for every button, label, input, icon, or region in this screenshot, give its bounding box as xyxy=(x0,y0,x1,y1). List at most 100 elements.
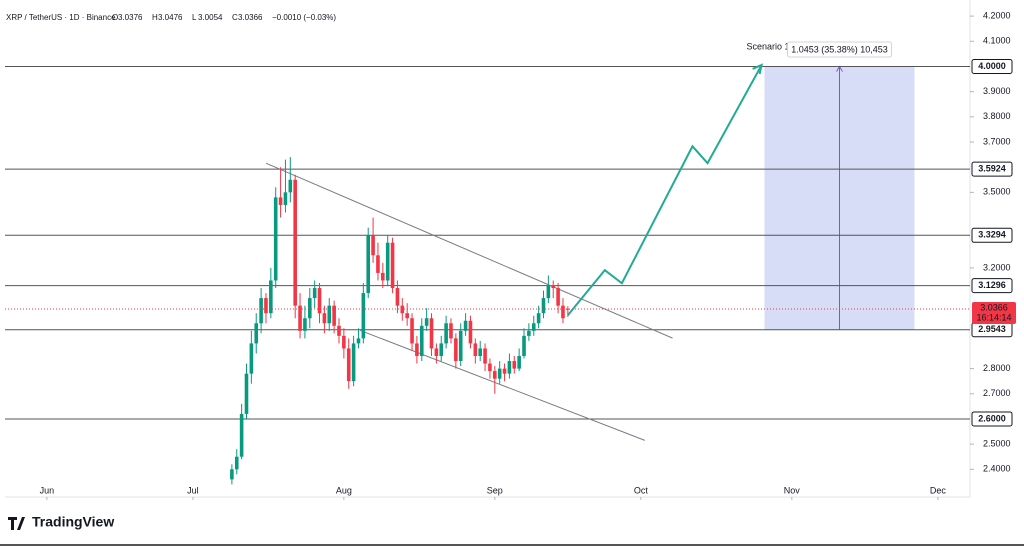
level-label-box xyxy=(971,58,1013,74)
candle-body xyxy=(361,293,366,339)
ohlc-key: L xyxy=(192,13,197,22)
x-tick-label: Jul xyxy=(187,485,199,495)
ohlc-value: 3.0476 xyxy=(158,13,183,22)
candle-body xyxy=(493,371,497,379)
y-tick-label: 2.7000 xyxy=(983,388,1011,398)
x-tick-label: Jun xyxy=(40,485,55,495)
candle-body xyxy=(546,285,551,299)
candle-body xyxy=(273,197,278,281)
candle-body xyxy=(400,305,405,314)
header: XRP / TetherUS · 1D · Binance O 3.0376 H 3.… xyxy=(6,13,336,22)
level-label: 2.9543 xyxy=(978,324,1006,334)
candle-body xyxy=(561,305,565,319)
ohlc-value: 3.0054 xyxy=(198,13,223,22)
candle-body xyxy=(473,343,478,357)
ohlc-value: 3.0366 xyxy=(238,13,263,22)
candle-body xyxy=(342,335,346,349)
y-tick-label: 4.2000 xyxy=(983,10,1011,20)
candle-body xyxy=(322,313,327,324)
target-label-box xyxy=(787,41,893,58)
level-label-box xyxy=(971,278,1013,294)
candle-body xyxy=(337,325,341,336)
candle-body xyxy=(332,305,336,326)
level-label: 2.6000 xyxy=(978,413,1006,423)
candle-body xyxy=(488,363,492,372)
candle-body xyxy=(444,323,448,344)
candle-body xyxy=(424,318,429,326)
candle-body xyxy=(463,320,468,331)
candle-body xyxy=(390,242,395,289)
candle-body xyxy=(298,305,302,331)
x-tick-label: Aug xyxy=(336,485,352,495)
candle-body xyxy=(278,197,283,205)
y-tick-label: 3.7000 xyxy=(983,136,1011,146)
candle-body xyxy=(366,235,371,294)
candle-body xyxy=(293,179,297,306)
candle-body xyxy=(531,323,536,331)
candle-body xyxy=(468,320,473,344)
scenario-name: Scenario 1 xyxy=(747,41,790,51)
candle-body xyxy=(288,179,293,193)
x-tick-label: Dec xyxy=(930,485,947,495)
ohlc-key: H xyxy=(152,13,158,22)
candle-body xyxy=(254,323,259,344)
candle-body xyxy=(478,348,482,357)
x-tick-label: Nov xyxy=(784,485,801,495)
y-tick-label: 3.9000 xyxy=(983,86,1011,96)
candle-body xyxy=(249,343,254,374)
candle-body xyxy=(307,298,312,319)
y-tick-label: 2.5000 xyxy=(983,439,1011,449)
candle-body xyxy=(419,325,424,357)
trendline xyxy=(265,162,673,339)
candle-body xyxy=(454,338,458,362)
candle-body xyxy=(312,288,317,299)
candle-body xyxy=(522,335,526,357)
candle-body xyxy=(527,330,531,336)
candle-body xyxy=(429,318,434,349)
brand: TradingView xyxy=(8,514,114,530)
brand-logo xyxy=(8,517,25,530)
candle-body xyxy=(483,348,487,364)
target-label: 1.0453 (35.38%) 10,453 xyxy=(791,44,888,54)
candle-body xyxy=(371,235,375,256)
y-tick-label: 3.5000 xyxy=(983,187,1011,197)
candle-body xyxy=(356,338,361,344)
candle-body xyxy=(395,288,400,306)
y-tick-label: 3.2000 xyxy=(983,262,1011,272)
candle-body xyxy=(317,288,322,314)
level-label-box xyxy=(971,411,1013,427)
candle-body xyxy=(303,318,307,331)
level-label: 3.5924 xyxy=(978,163,1006,173)
candle-body xyxy=(381,272,385,281)
x-tick-label: Sep xyxy=(487,485,503,495)
ohlc-key: C xyxy=(232,13,238,22)
trendline xyxy=(359,329,645,441)
symbol: XRP / TetherUS · 1D · Binance xyxy=(6,13,116,22)
candle-body xyxy=(264,298,268,314)
change: −0.0010 (−0.03%) xyxy=(272,13,336,22)
last-price-label: 3.0366 xyxy=(980,302,1008,312)
candle-body xyxy=(449,323,453,339)
level-label-box xyxy=(971,227,1013,243)
y-tick-label: 2.8000 xyxy=(983,363,1011,373)
candle-body xyxy=(512,361,517,369)
candle-body xyxy=(502,368,507,374)
projection-arrowhead xyxy=(752,63,764,75)
y-tick-label: 2.4000 xyxy=(983,464,1011,474)
level-label: 3.3294 xyxy=(978,230,1006,240)
candle-body xyxy=(415,343,419,357)
candle-body xyxy=(541,298,546,314)
candle-body xyxy=(410,318,414,344)
candle-body xyxy=(458,330,463,362)
ohlc-value: 3.0376 xyxy=(118,13,143,22)
candle-body xyxy=(239,413,244,457)
candle-body xyxy=(259,298,263,324)
candle-body xyxy=(385,242,390,281)
candle-body xyxy=(230,469,234,480)
candle-body xyxy=(566,308,570,310)
y-tick-label: 3.8000 xyxy=(983,111,1011,121)
countdown: 16:14:14 xyxy=(976,312,1011,322)
candle-body xyxy=(346,348,351,382)
candle-body xyxy=(507,361,512,374)
candle-body xyxy=(439,343,444,357)
